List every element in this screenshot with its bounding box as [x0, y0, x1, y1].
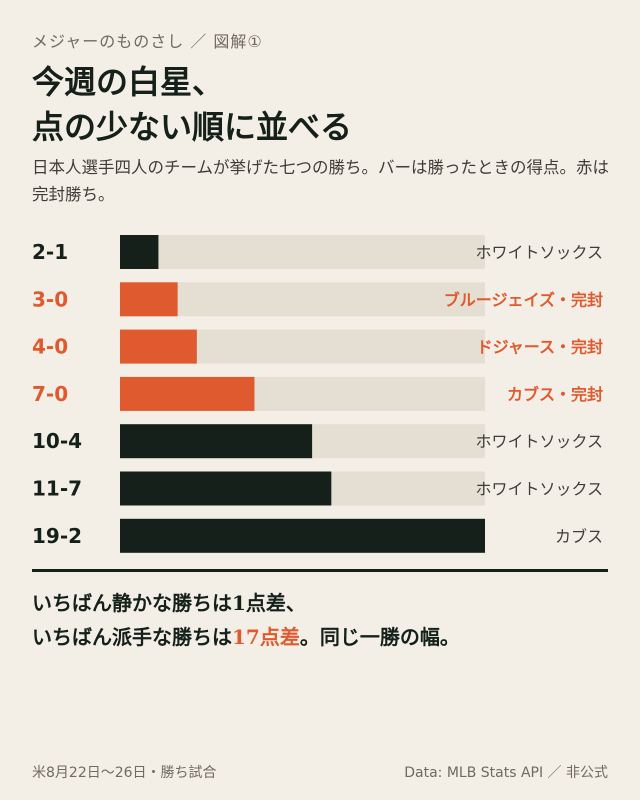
team-label: ブルージェイズ・完封 [444, 290, 603, 309]
summary-line-2: いちばん派手な勝ちは17点差。同じ一勝の幅。 [32, 620, 612, 654]
summary: いちばん静かな勝ちは1点差、 いちばん派手な勝ちは17点差。同じ一勝の幅。 [32, 586, 612, 654]
bar [120, 518, 485, 553]
bar-row: 19-2 カブス [32, 518, 603, 553]
score-label: 19-2 [32, 524, 82, 548]
bar-row: 4-0 ドジャース・完封 [32, 329, 603, 364]
score-label: 2-1 [32, 240, 68, 264]
summary-highlight: 17点差 [232, 625, 300, 649]
score-label: 11-7 [32, 477, 82, 501]
bar [120, 376, 255, 411]
bar-row: 10-4 ホワイトソックス [32, 424, 603, 459]
team-label: ホワイトソックス [475, 480, 603, 499]
bar-row: 7-0 カブス・完封 [32, 376, 603, 411]
bar-row: 2-1 ホワイトソックス [32, 235, 603, 269]
bar [120, 424, 313, 459]
title-line-1: 今週の白星、 [32, 63, 225, 101]
bar [120, 235, 159, 269]
bar-track [120, 282, 485, 317]
bar-track [120, 235, 485, 269]
lede: 日本人選手四人のチームが挙げた七つの勝ち。バーは勝ったときの得点。赤は完封勝ち。 [32, 158, 610, 204]
team-label: ホワイトソックス [475, 432, 603, 451]
summary-line-1: いちばん静かな勝ちは1点差、 [32, 591, 306, 615]
summary-line-2-b: 。同じ一勝の幅。 [299, 625, 460, 649]
kicker: メジャーのものさし ／ 図解① [32, 32, 263, 51]
team-label: ドジャース・完封 [477, 338, 603, 357]
bar-row: 11-7 ホワイトソックス [32, 471, 603, 506]
footer-note: 米8月22日〜26日・勝ち試合 [32, 765, 217, 781]
footer-source: Data: MLB Stats API ／ 非公式 [404, 765, 608, 781]
page-title: 今週の白星、 点の少ない順に並べる [32, 60, 352, 150]
team-label: カブス・完封 [507, 385, 603, 404]
bar [120, 329, 197, 364]
title-line-2: 点の少ない順に並べる [32, 108, 353, 146]
bar-row: 3-0 ブルージェイズ・完封 [32, 282, 603, 317]
bar [120, 282, 178, 317]
wins-bar-chart: 2-1 ホワイトソックス 3-0 ブルージェイズ・完封 4-0 ドジャース・完封 7-0 カブ… [32, 235, 603, 553]
divider [32, 569, 608, 572]
score-label: 4-0 [32, 335, 68, 359]
score-label: 7-0 [32, 382, 68, 406]
score-label: 10-4 [32, 429, 82, 453]
team-label: ホワイトソックス [475, 243, 603, 262]
score-label: 3-0 [32, 287, 68, 311]
team-label: カブス [555, 527, 603, 546]
bar [120, 471, 332, 506]
summary-line-2-a: いちばん派手な勝ちは [32, 625, 232, 649]
